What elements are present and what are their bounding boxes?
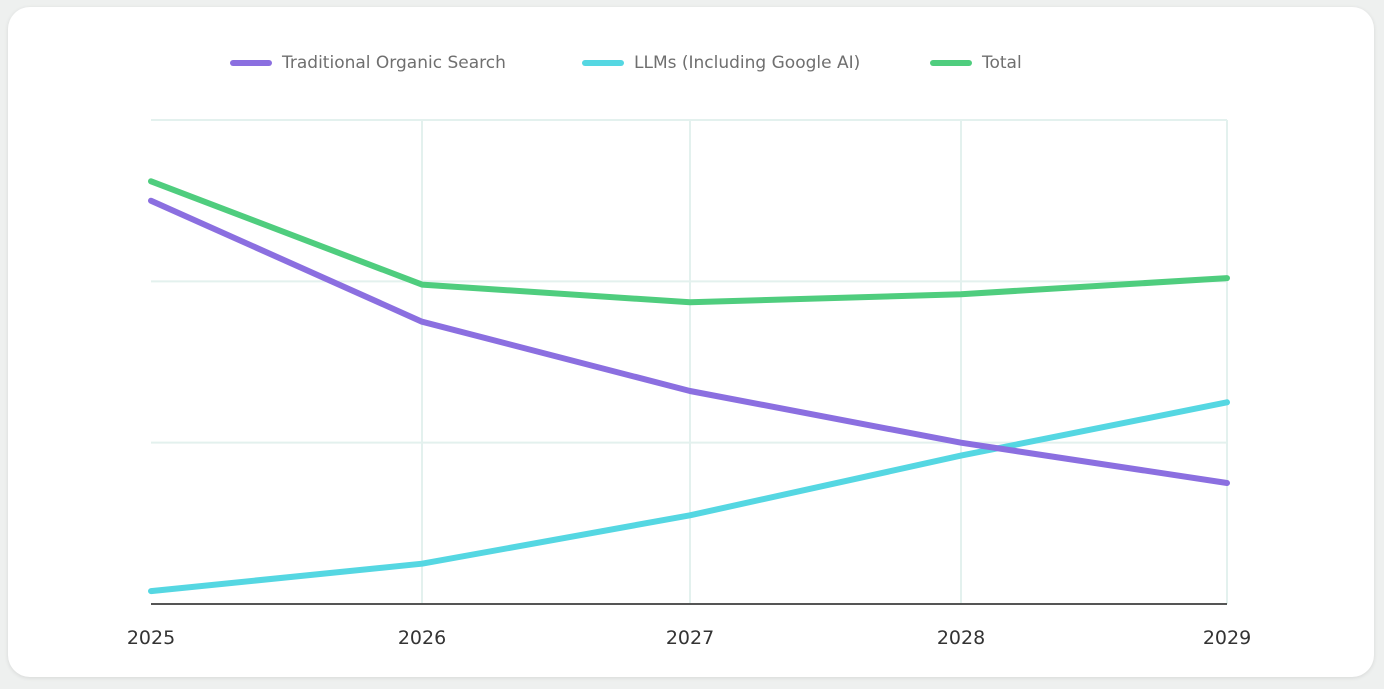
series-lines [148, 178, 1230, 595]
legend-swatch-llms [582, 60, 624, 66]
x-tick-label-2027: 2027 [666, 627, 714, 649]
legend-swatch-traditional-organic-search [230, 60, 272, 66]
chart-card: Traditional Organic Search LLMs (Includi… [8, 7, 1374, 677]
series-line-traditional-organic-search[interactable] [148, 197, 1230, 486]
x-axis: 2025 2026 2027 2028 2029 [127, 603, 1251, 649]
x-tick-label-2028: 2028 [937, 627, 985, 649]
legend-label-total: Total [982, 53, 1022, 73]
legend-item-traditional-organic-search[interactable]: Traditional Organic Search [230, 47, 506, 79]
series-line-llms-including-google-ai[interactable] [148, 399, 1230, 595]
x-tick-label-2026: 2026 [398, 627, 446, 649]
legend: Traditional Organic Search LLMs (Includi… [8, 47, 1374, 79]
series-line-total[interactable] [148, 178, 1230, 306]
legend-swatch-total [930, 60, 972, 66]
legend-label-llms: LLMs (Including Google AI) [634, 53, 861, 73]
legend-label-traditional-organic-search: Traditional Organic Search [282, 53, 506, 73]
legend-item-llms[interactable]: LLMs (Including Google AI) [582, 47, 860, 79]
legend-item-total[interactable]: Total [930, 47, 1022, 79]
x-tick-label-2029: 2029 [1203, 627, 1251, 649]
grid [151, 119, 1228, 604]
line-chart: 2025 2026 2027 2028 2029 [127, 119, 1251, 649]
x-tick-label-2025: 2025 [127, 627, 175, 649]
